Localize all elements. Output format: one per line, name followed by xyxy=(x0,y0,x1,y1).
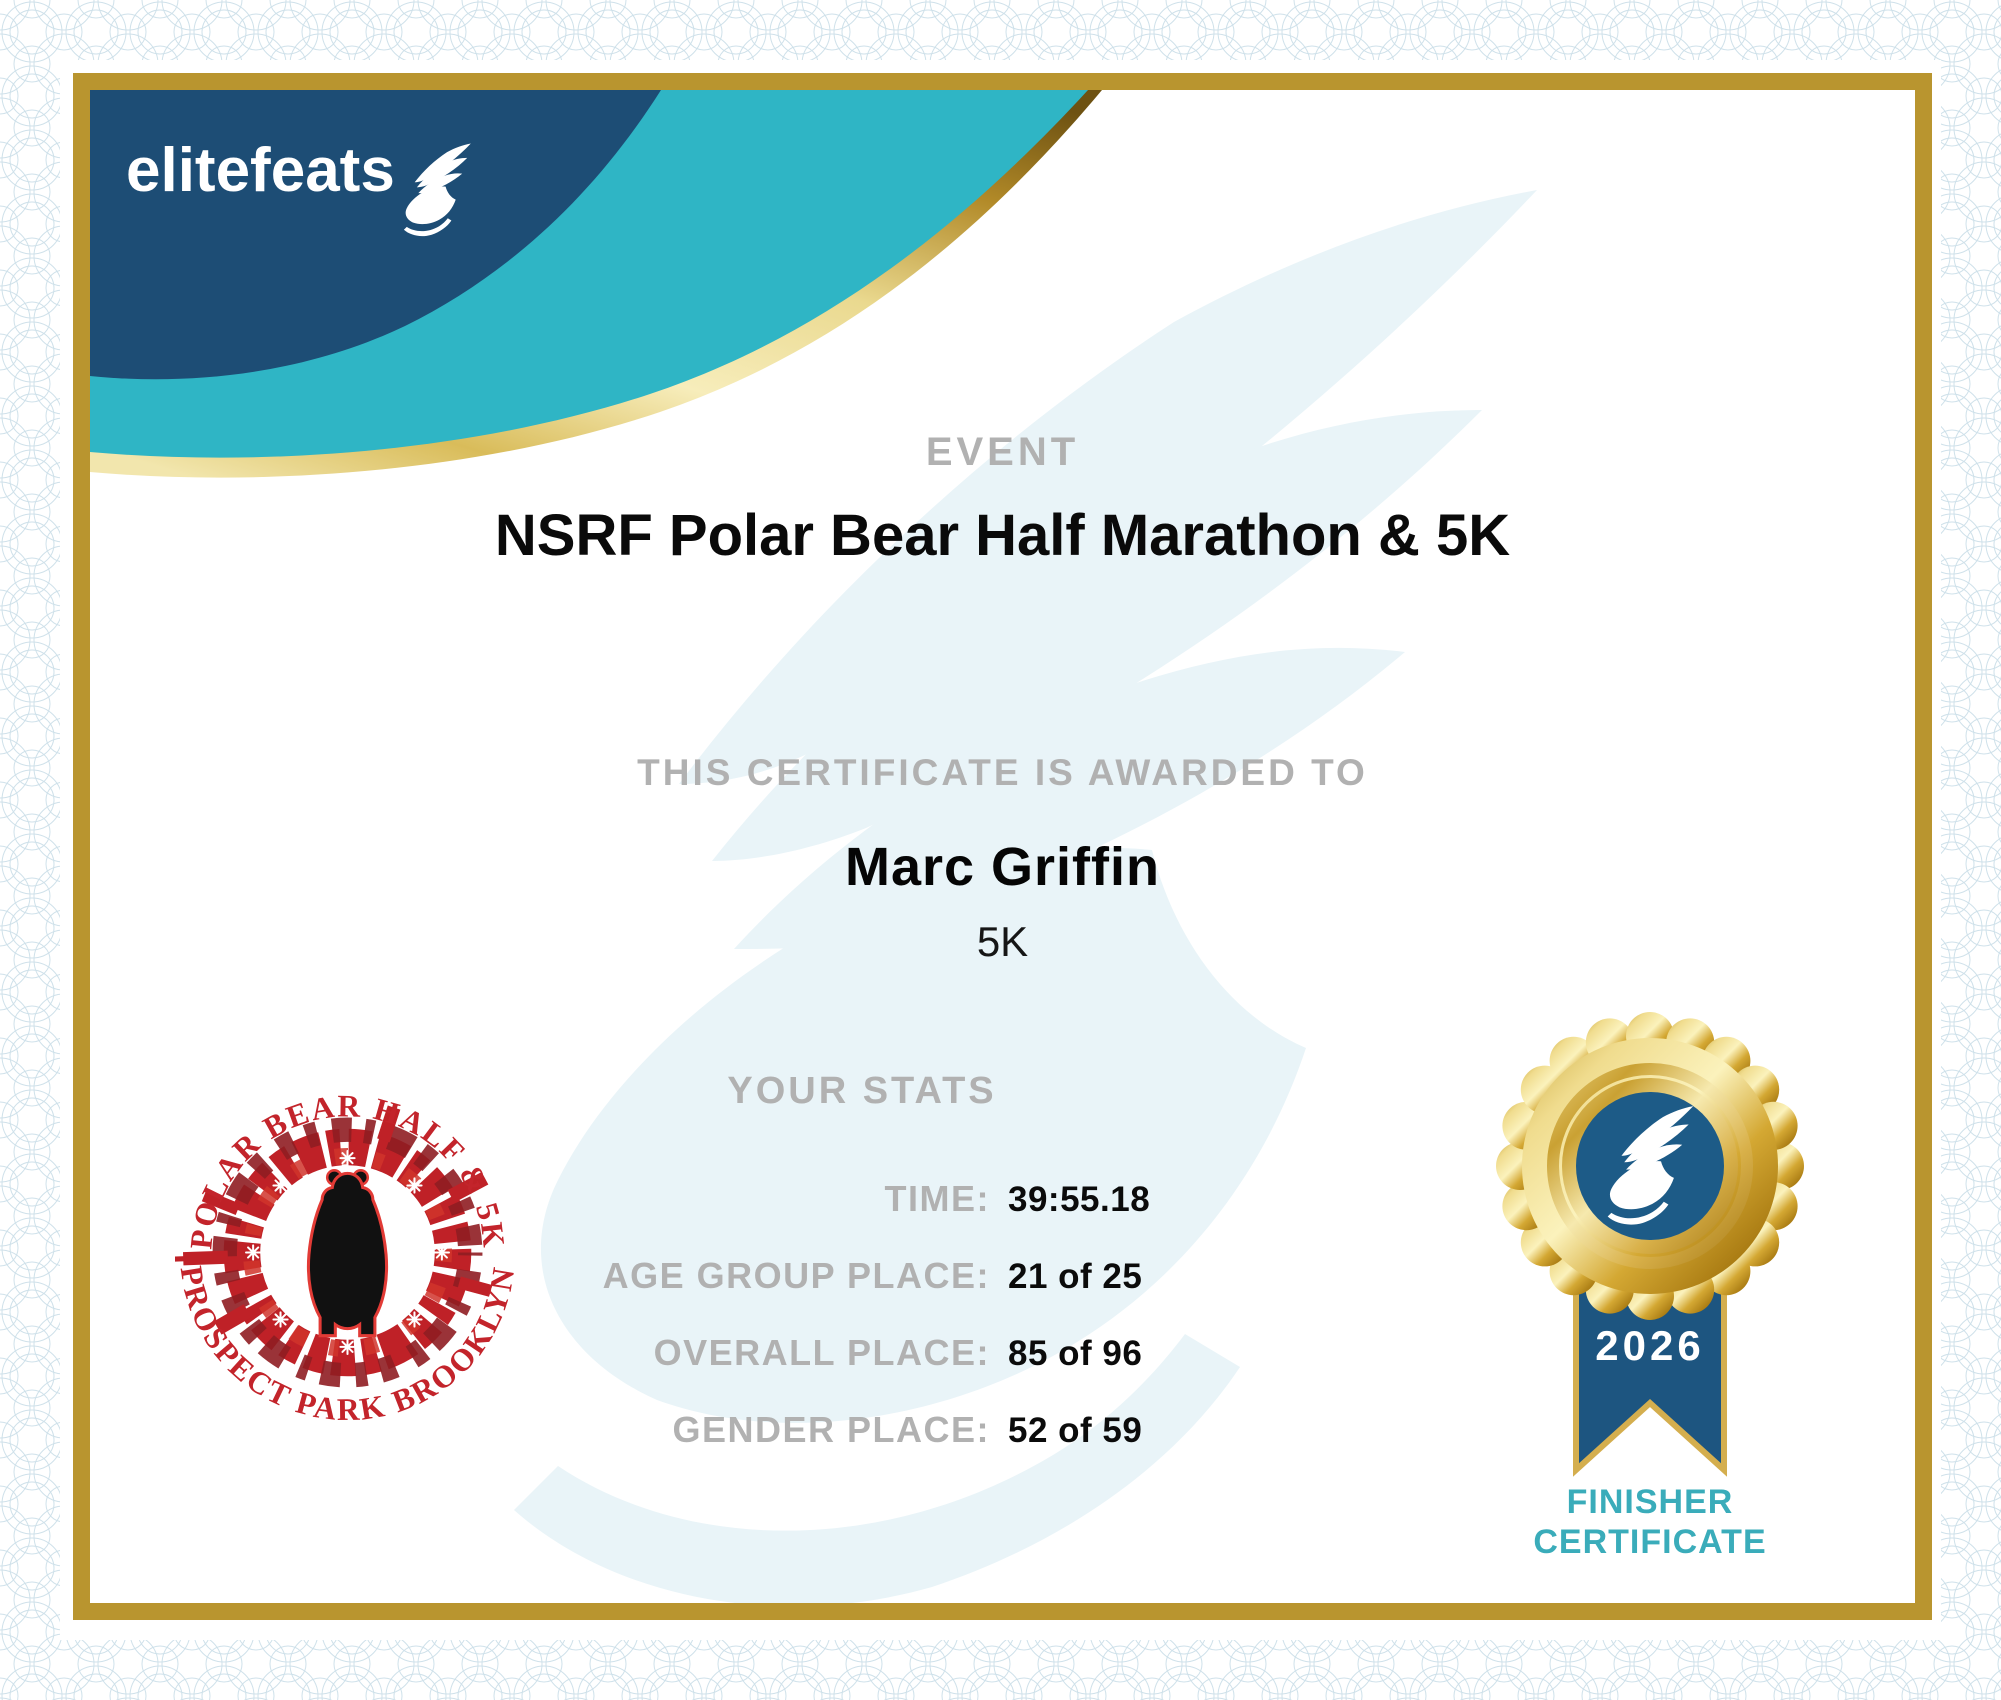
award-intro: THIS CERTIFICATE IS AWARDED TO xyxy=(637,752,1368,793)
certificate-body: elitefeats EVENT NSRF Polar Bear Half Ma… xyxy=(90,90,1915,1603)
brand-logo: elitefeats xyxy=(126,140,473,237)
stat-value: 85 of 96 xyxy=(1008,1334,1143,1373)
finisher-medal: 2026 xyxy=(1496,1012,1804,1477)
race-distance: 5K xyxy=(976,918,1029,965)
race-logo: POLAR BEAR HALF & 5K PROSPECT PARK BROOK… xyxy=(175,1088,520,1425)
medal-year: 2026 xyxy=(1595,1322,1704,1369)
polar-bear-icon xyxy=(306,1169,389,1338)
winged-foot-logo-icon xyxy=(401,142,473,237)
event-title: NSRF Polar Bear Half Marathon & 5K xyxy=(494,503,1511,568)
event-label: EVENT xyxy=(925,430,1080,474)
stat-value: 52 of 59 xyxy=(1008,1411,1143,1450)
brand-wordmark: elitefeats xyxy=(126,136,395,205)
stat-value: 21 of 25 xyxy=(1008,1257,1143,1296)
stat-value: 39:55.18 xyxy=(1008,1180,1151,1219)
recipient-name: Marc Griffin xyxy=(844,837,1161,897)
skyline-spires xyxy=(175,1105,493,1335)
medal-caption: FINISHER CERTIFICATE xyxy=(1470,1482,1830,1562)
medal-caption-line2: CERTIFICATE xyxy=(1533,1523,1767,1561)
medal-caption-line1: FINISHER xyxy=(1566,1483,1734,1521)
